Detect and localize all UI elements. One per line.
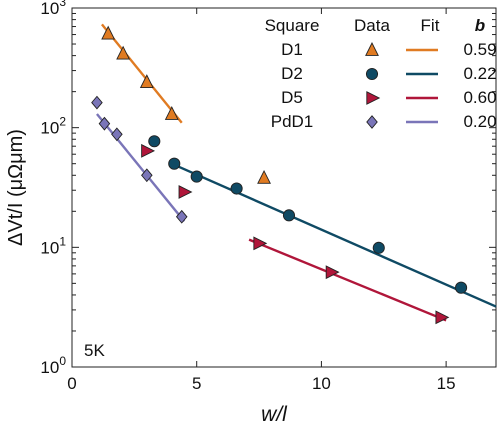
temperature-annotation: 5K xyxy=(84,341,105,360)
data-point-d2 xyxy=(230,182,243,195)
data-point-d1 xyxy=(139,74,154,89)
x-tick-label: 15 xyxy=(437,374,456,393)
data-point-d5 xyxy=(325,265,340,280)
data-point-d5 xyxy=(178,185,193,199)
data-point-pdd1 xyxy=(98,116,111,131)
legend-header: Fit xyxy=(421,16,440,35)
data-point-d1 xyxy=(101,25,116,40)
y-axis-label: ΔVt/I (μΩμm) xyxy=(5,129,27,246)
legend-header: Square xyxy=(265,16,320,35)
data-point-d1 xyxy=(116,45,131,60)
legend-marker xyxy=(365,67,379,81)
legend-marker xyxy=(365,41,379,56)
data-point-d1 xyxy=(164,106,179,120)
legend-marker xyxy=(366,115,378,129)
data-point-d2 xyxy=(282,209,296,222)
fit-line-pdd1 xyxy=(96,113,186,223)
legend-header: b xyxy=(475,16,485,35)
data-point-d1 xyxy=(257,169,271,184)
legend-series-name: D2 xyxy=(281,64,303,83)
data-point-pdd1 xyxy=(141,168,153,183)
fit-line-d2 xyxy=(171,162,497,308)
fit-line-d5 xyxy=(248,238,447,322)
legend: Square Data Fit b D1 0.59 D2 0.22 D5 0.60 PdD1 0.20 xyxy=(265,16,497,131)
legend-marker xyxy=(366,91,381,105)
data-point-d5 xyxy=(253,236,268,251)
plot-layer: 0 5 10 15 100 101 102 103 w/l ΔVt/I (μΩμm) xyxy=(5,0,497,426)
data-point-d2 xyxy=(168,157,181,170)
x-tick-label: 10 xyxy=(312,374,331,393)
legend-b-value: 0.59 xyxy=(463,40,496,59)
data-point-pdd1 xyxy=(111,127,123,142)
y-tick-label: 101 xyxy=(40,234,66,257)
data-point-d2 xyxy=(372,241,385,254)
x-tick-label: 0 xyxy=(67,374,76,393)
legend-header: Data xyxy=(354,16,390,35)
y-tick-label: 103 xyxy=(40,0,66,18)
legend-series-name: D5 xyxy=(281,88,303,107)
data-point-pdd1 xyxy=(91,95,103,110)
data-point-d5 xyxy=(141,143,156,158)
plot-frame xyxy=(71,7,497,368)
legend-b-value: 0.20 xyxy=(463,112,496,131)
data-point-d5 xyxy=(435,310,450,325)
data-point-d2 xyxy=(190,170,203,183)
y-tick-label: 100 xyxy=(40,354,66,377)
fit-line-d1 xyxy=(100,23,183,124)
data-point-d2 xyxy=(148,135,161,148)
legend-series-name: D1 xyxy=(281,40,303,59)
data-point-pdd1 xyxy=(175,209,188,224)
x-axis-label: w/l xyxy=(261,403,288,426)
legend-series-name: PdD1 xyxy=(271,112,314,131)
x-tick-label: 5 xyxy=(192,374,201,393)
legend-b-value: 0.22 xyxy=(463,64,496,83)
y-tick-label: 102 xyxy=(40,115,66,138)
data-point-d2 xyxy=(455,281,468,294)
legend-b-value: 0.60 xyxy=(463,88,496,107)
